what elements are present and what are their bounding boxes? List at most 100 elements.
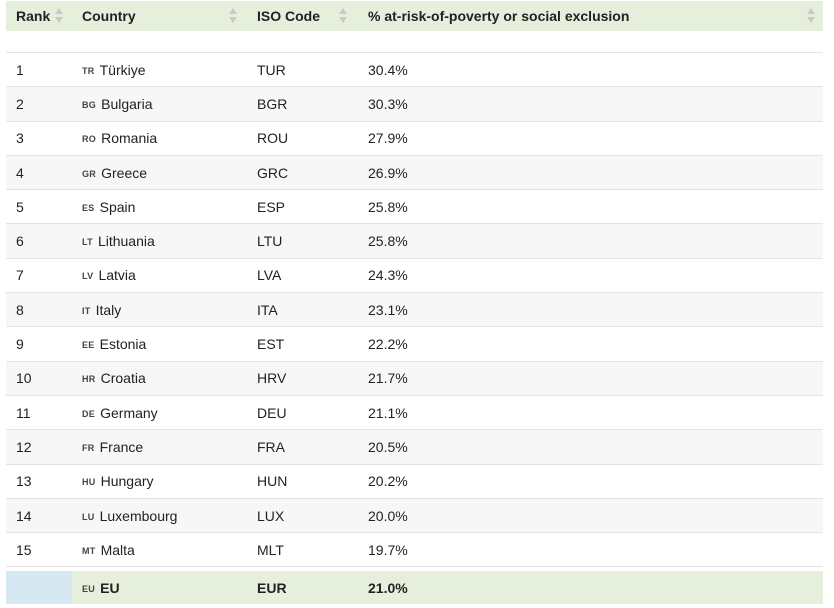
country-name: Lithuania: [97, 233, 155, 250]
pct-column-header[interactable]: % at-risk-of-poverty or social exclusion: [368, 1, 798, 31]
country-cell: LU Luxembourg: [82, 499, 252, 532]
table-row: 3 RO Romania ROU 27.9%: [6, 122, 823, 156]
table-divider: [6, 52, 823, 53]
country-name: Romania: [101, 130, 158, 147]
country-cell: MT Malta: [82, 533, 252, 566]
country-name: France: [99, 438, 144, 455]
footer-rank-cell: [6, 571, 72, 604]
country-cell: TR Türkiye: [82, 53, 252, 86]
country-name: Estonia: [99, 336, 147, 353]
flag-icon: RO: [82, 134, 97, 145]
pct-cell: 20.2%: [368, 473, 408, 490]
rank-cell: 5: [16, 198, 24, 215]
pct-cell: 30.4%: [368, 61, 408, 78]
iso-cell: ROU: [257, 130, 289, 147]
table-row: 12 FR France FRA 20.5%: [6, 430, 823, 465]
iso-cell: LVA: [257, 267, 282, 284]
table-row: 5 ES Spain ESP 25.8%: [6, 190, 823, 225]
rank-cell: 13: [16, 473, 32, 490]
rank-cell: 1: [16, 61, 24, 78]
flag-icon: EU: [82, 583, 96, 594]
sort-arrows-icon[interactable]: [339, 8, 348, 24]
rank-cell: 8: [16, 301, 24, 318]
flag-icon: IT: [82, 305, 91, 316]
country-cell: EE Estonia: [82, 327, 252, 360]
country-name: Greece: [101, 164, 148, 181]
rank-cell: 3: [16, 130, 24, 147]
iso-cell: TUR: [257, 61, 286, 78]
rank-cell: 7: [16, 267, 24, 284]
table-row: 1 TR Türkiye TUR 30.4%: [6, 53, 823, 88]
iso-cell: MLT: [257, 541, 284, 558]
pct-cell: 23.1%: [368, 301, 408, 318]
sort-arrows-icon[interactable]: [55, 8, 64, 24]
pct-cell: 22.2%: [368, 336, 408, 353]
footer-country-name: EU: [100, 579, 120, 596]
iso-cell: GRC: [257, 164, 289, 181]
footer-pct-cell: 21.0%: [368, 579, 408, 596]
table-row: 14 LU Luxembourg LUX 20.0%: [6, 498, 823, 534]
country-header-label: Country: [82, 8, 136, 24]
rank-cell: 15: [16, 541, 32, 558]
country-cell: IT Italy: [82, 293, 252, 326]
flag-icon: FR: [82, 442, 95, 453]
table-row: 11 DE Germany DEU 21.1%: [6, 396, 823, 431]
iso-cell: HRV: [257, 370, 287, 387]
flag-icon: HR: [82, 374, 96, 385]
rank-cell: 12: [16, 438, 32, 455]
pct-cell: 20.0%: [368, 507, 408, 524]
rank-cell: 4: [16, 164, 24, 181]
table-row: 10 HR Croatia HRV 21.7%: [6, 361, 823, 396]
country-cell: BG Bulgaria: [82, 87, 252, 120]
table-row: 6 LT Lithuania LTU 25.8%: [6, 224, 823, 259]
country-cell: ES Spain: [82, 190, 252, 223]
pct-cell: 25.8%: [368, 233, 408, 250]
table-row: 4 GR Greece GRC 26.9%: [6, 155, 823, 191]
pct-cell: 19.7%: [368, 541, 408, 558]
country-name: Croatia: [100, 370, 146, 387]
country-column-header[interactable]: Country: [82, 1, 252, 31]
pct-cell: 25.8%: [368, 198, 408, 215]
rank-cell: 11: [16, 404, 31, 421]
table-body: 1 TR Türkiye TUR 30.4% 2 BG Bulgaria BGR 30.3% 3 RO…: [6, 53, 823, 568]
pct-cell: 24.3%: [368, 267, 408, 284]
flag-icon: GR: [82, 168, 97, 179]
iso-cell: DEU: [257, 404, 287, 421]
country-name: Bulgaria: [101, 95, 153, 112]
country-name: Luxembourg: [99, 507, 178, 524]
table-header: Rank Country ISO Code % at-risk-of-pover…: [6, 1, 823, 31]
table-row: 13 HU Hungary HUN 20.2%: [6, 465, 823, 499]
country-name: Hungary: [100, 473, 154, 490]
flag-icon: EE: [82, 340, 95, 351]
pct-cell: 21.7%: [368, 370, 408, 387]
country-name: Spain: [99, 198, 136, 215]
country-name: Italy: [95, 301, 122, 318]
flag-icon: LV: [82, 271, 94, 282]
table-row: 2 BG Bulgaria BGR 30.3%: [6, 87, 823, 122]
table-footer-row: EU EU EUR 21.0%: [6, 571, 823, 604]
table-row: 8 IT Italy ITA 23.1%: [6, 293, 823, 328]
iso-column-header[interactable]: ISO Code: [257, 1, 357, 31]
table-row: 7 LV Latvia LVA 24.3%: [6, 259, 823, 294]
country-cell: GR Greece: [82, 156, 252, 189]
country-cell: HR Croatia: [82, 362, 252, 395]
pct-header-label: % at-risk-of-poverty or social exclusion: [368, 8, 630, 24]
sort-arrows-icon[interactable]: [229, 8, 238, 24]
country-cell: LT Lithuania: [82, 224, 252, 257]
rank-cell: 9: [16, 336, 24, 353]
flag-icon: HU: [82, 477, 96, 488]
country-cell: LV Latvia: [82, 259, 252, 292]
sort-arrows-icon[interactable]: [807, 8, 816, 24]
iso-cell: HUN: [257, 473, 288, 490]
country-cell: HU Hungary: [82, 465, 252, 498]
iso-cell: BGR: [257, 95, 288, 112]
country-cell: RO Romania: [82, 122, 252, 155]
pct-cell: 21.1%: [368, 404, 408, 421]
country-cell: DE Germany: [82, 396, 252, 429]
flag-icon: DE: [82, 408, 96, 419]
flag-icon: ES: [82, 202, 95, 213]
iso-cell: LTU: [257, 233, 283, 250]
rank-column-header[interactable]: Rank: [16, 1, 76, 31]
footer-iso-cell: EUR: [257, 579, 287, 596]
iso-cell: LUX: [257, 507, 285, 524]
